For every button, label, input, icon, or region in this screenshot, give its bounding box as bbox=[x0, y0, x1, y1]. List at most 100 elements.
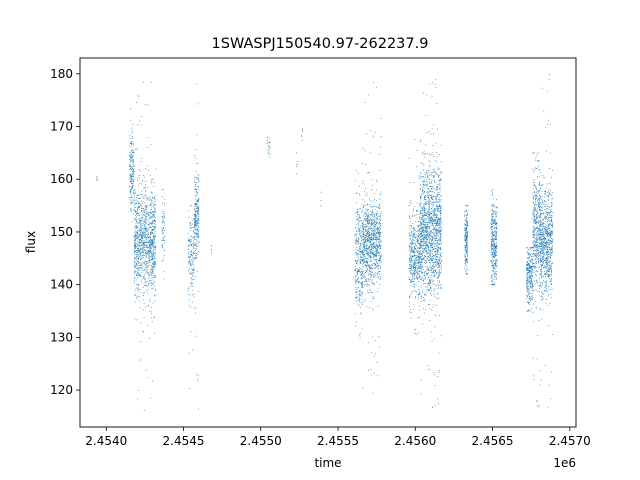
data-point bbox=[440, 242, 442, 244]
data-point bbox=[418, 236, 420, 238]
data-point bbox=[195, 228, 197, 230]
data-point bbox=[154, 242, 155, 243]
data-point bbox=[418, 259, 420, 261]
data-point bbox=[410, 238, 412, 240]
data-point bbox=[130, 158, 132, 160]
data-point bbox=[367, 221, 368, 223]
data-point bbox=[370, 276, 371, 278]
data-point bbox=[366, 248, 368, 250]
data-point bbox=[198, 231, 200, 233]
data-point bbox=[144, 278, 146, 280]
data-point bbox=[412, 251, 414, 253]
data-point bbox=[135, 223, 137, 225]
data-point bbox=[370, 251, 371, 252]
data-point bbox=[132, 199, 134, 201]
data-point bbox=[423, 252, 425, 254]
data-point bbox=[370, 239, 372, 241]
data-point bbox=[139, 246, 141, 248]
data-point bbox=[153, 237, 155, 239]
data-point bbox=[466, 244, 468, 246]
data-point bbox=[149, 250, 151, 252]
data-point bbox=[440, 206, 442, 208]
data-point bbox=[141, 206, 142, 207]
data-point bbox=[432, 266, 434, 268]
data-point bbox=[413, 227, 415, 229]
data-point bbox=[162, 238, 164, 240]
data-point bbox=[194, 258, 196, 260]
data-point bbox=[131, 189, 133, 190]
data-point bbox=[430, 220, 431, 222]
data-point bbox=[434, 181, 435, 183]
data-point bbox=[411, 223, 413, 224]
data-point bbox=[149, 227, 151, 228]
data-point bbox=[409, 272, 411, 274]
data-point bbox=[356, 170, 358, 172]
data-point bbox=[379, 245, 380, 246]
data-point bbox=[192, 252, 194, 254]
data-point bbox=[143, 234, 145, 236]
data-point bbox=[419, 139, 421, 141]
data-point bbox=[365, 219, 367, 221]
data-point bbox=[188, 261, 190, 263]
data-point bbox=[410, 260, 412, 262]
data-point bbox=[439, 238, 441, 240]
data-point bbox=[376, 260, 377, 262]
data-point bbox=[419, 230, 421, 232]
data-point bbox=[143, 302, 145, 304]
data-point bbox=[142, 269, 143, 271]
data-point bbox=[374, 221, 375, 222]
data-point bbox=[420, 173, 422, 175]
data-point bbox=[361, 231, 363, 232]
data-point bbox=[373, 298, 375, 300]
data-point bbox=[425, 251, 427, 252]
data-point bbox=[195, 191, 197, 193]
data-point bbox=[364, 262, 366, 263]
data-point bbox=[137, 244, 138, 246]
data-point bbox=[428, 289, 430, 290]
data-point bbox=[370, 213, 372, 215]
data-point bbox=[373, 237, 375, 239]
data-point bbox=[194, 223, 196, 225]
data-point bbox=[429, 195, 431, 196]
data-point bbox=[437, 187, 438, 189]
data-point bbox=[379, 223, 381, 225]
data-point bbox=[137, 250, 139, 252]
data-point bbox=[196, 83, 197, 85]
data-point bbox=[137, 227, 139, 229]
data-point bbox=[371, 239, 373, 241]
data-point bbox=[141, 194, 143, 196]
data-point bbox=[136, 296, 138, 298]
data-point bbox=[431, 230, 432, 232]
data-point bbox=[194, 233, 195, 235]
data-point bbox=[195, 195, 196, 197]
data-point bbox=[423, 293, 425, 295]
data-point bbox=[143, 234, 145, 235]
data-point bbox=[193, 253, 195, 255]
data-point bbox=[432, 258, 434, 260]
data-point bbox=[430, 191, 432, 192]
data-point bbox=[376, 361, 378, 363]
data-point bbox=[358, 246, 360, 248]
data-point bbox=[190, 286, 192, 287]
data-point bbox=[150, 251, 152, 252]
data-point bbox=[141, 183, 143, 185]
data-point bbox=[414, 236, 416, 238]
data-point bbox=[144, 219, 146, 221]
data-point bbox=[465, 221, 467, 223]
data-point bbox=[189, 257, 191, 259]
data-point bbox=[141, 212, 143, 213]
data-point bbox=[414, 258, 416, 260]
data-point bbox=[359, 185, 360, 187]
data-point bbox=[363, 249, 365, 251]
data-point bbox=[149, 243, 151, 245]
data-point bbox=[144, 212, 146, 214]
data-point bbox=[362, 272, 363, 274]
data-point bbox=[362, 249, 364, 251]
data-point bbox=[129, 164, 131, 166]
data-point bbox=[194, 227, 196, 228]
data-point bbox=[369, 270, 371, 272]
data-point bbox=[424, 261, 425, 263]
data-point bbox=[371, 222, 372, 224]
data-point bbox=[132, 201, 134, 203]
data-point bbox=[379, 259, 381, 261]
